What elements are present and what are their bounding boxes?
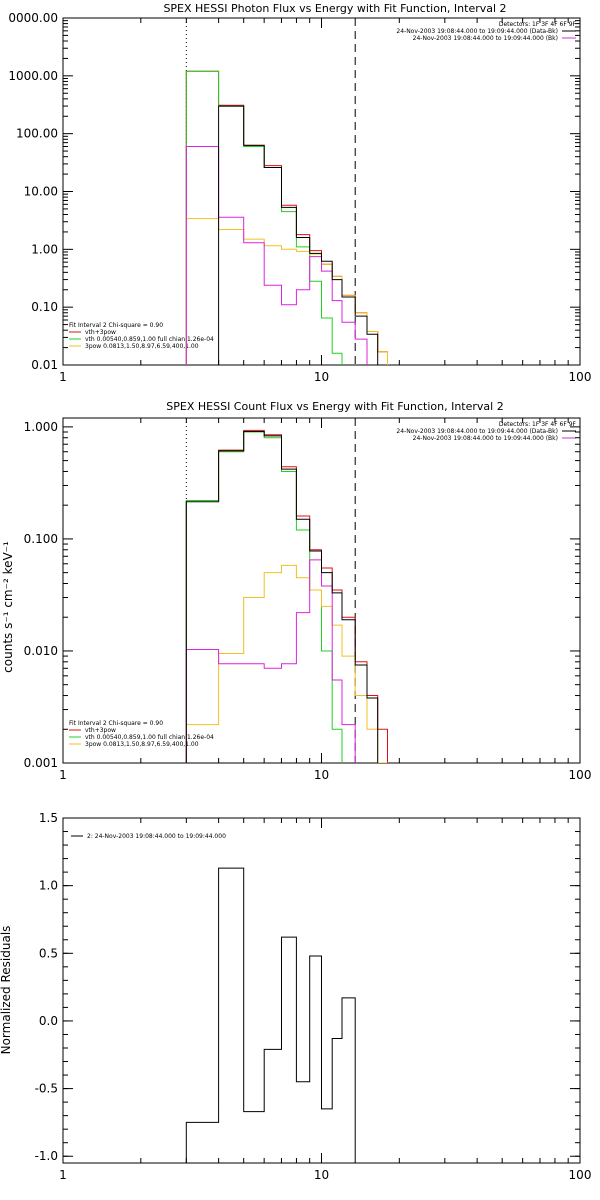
photon-x-tick-label: 100 [569,370,592,384]
count-x-tick-label: 100 [569,768,592,782]
residual-series-0 [185,867,356,1163]
photon-y-tick-label: 100.00 [16,127,58,141]
count-flux-panel: SPEX HESSI Count Flux vs Energy with Fit… [1,400,592,782]
photon-y-tick-label: 1.00 [31,242,58,256]
count-series-0 [185,429,388,763]
residual-x-tick-label: 1 [59,1168,67,1182]
residual-x-tick-label: 100 [569,1168,592,1182]
residual-y-tick-label: 0.5 [39,946,58,960]
photon-legend-entry: vth+3pow [85,329,116,336]
count-series-3 [185,559,388,763]
count-legend-entry: 3pow 0.0813,1.50,8.97,6.59,400,1.00 [85,741,199,748]
count-y-tick-label: 0.010 [24,644,58,658]
photon-series-group [185,70,388,365]
residual-legend-entry: 2: 24-Nov-2003 19:08:44.000 to 19:09:44.… [87,833,226,840]
photon-y-tick-label: 0.01 [31,358,58,372]
residuals-ylabel: Normalized Residuals [0,926,13,1055]
photon-y-tick-label: 10.00 [24,185,58,199]
count-flux-ylabel: counts s⁻¹ cm⁻² keV⁻¹ [1,541,15,673]
photon-flux-legend: Fit Interval 2 Chi-square = 0.90vth+3pow… [69,322,214,350]
count-series-4 [185,431,379,763]
residual-y-tick-label: 0.0 [39,1014,58,1028]
count-y-tick-label: 0.100 [24,532,58,546]
photon-header-line: Detectors: 1F 3F 4F 6F 9F [499,21,577,28]
residual-y-tick-label: 1.5 [39,811,58,825]
photon-flux-title: SPEX HESSI Photon Flux vs Energy with Fi… [163,2,506,15]
count-header-line: 24-Nov-2003 19:08:44.000 to 19:09:44.000… [396,428,558,435]
residuals-legend: 2: 24-Nov-2003 19:08:44.000 to 19:09:44.… [71,833,226,840]
residual-y-tick-label: -1.0 [35,1149,58,1163]
count-x-tick-label: 1 [59,768,67,782]
count-series-1 [185,431,388,763]
photon-legend-entry: vth 0.00540,0.859,1.00 full chian 1.26e-… [85,336,214,343]
photon-legend-entry: 3pow 0.0813,1.50,8.97,6.59,400,1.00 [85,343,199,350]
photon-series-4 [218,105,379,365]
count-flux-legend: Fit Interval 2 Chi-square = 0.90vth+3pow… [69,720,214,748]
residuals-panel: Normalized Residuals 2: 24-Nov-2003 19:0… [0,811,591,1182]
count-x-tick-label: 10 [314,768,329,782]
photon-y-tick-label: 0000.00 [8,11,58,25]
residual-y-tick-label: -0.5 [35,1082,58,1096]
count-header-line: 24-Nov-2003 19:08:44.000 to 19:09:44.000… [413,435,558,442]
photon-y-tick-label: 1000.00 [8,69,58,83]
photon-x-tick-label: 10 [314,370,329,384]
photon-legend-title: Fit Interval 2 Chi-square = 0.90 [69,322,163,329]
residual-series-group [185,867,356,1163]
count-y-tick-label: 0.001 [24,756,58,770]
photon-header-line: 24-Nov-2003 19:08:44.000 to 19:09:44.000… [396,28,558,35]
photon-y-tick-label: 0.10 [31,300,58,314]
residual-y-tick-label: 1.0 [39,879,58,893]
count-legend-entry: vth+3pow [85,727,116,734]
photon-flux-panel: SPEX HESSI Photon Flux vs Energy with Fi… [8,2,591,384]
photon-series-2 [185,218,388,365]
residual-x-tick-label: 10 [314,1168,329,1182]
photon-series-1 [185,70,388,365]
count-y-tick-label: 1.000 [24,420,58,434]
count-legend-title: Fit Interval 2 Chi-square = 0.90 [69,720,163,727]
count-flux-title: SPEX HESSI Count Flux vs Energy with Fit… [166,400,503,413]
count-header-line: Detectors: 1F 3F 4F 6F 9F [499,421,577,428]
count-legend-entry: vth 0.00540,0.859,1.00 full chian 1.26e-… [85,734,214,741]
photon-header-line: 24-Nov-2003 19:08:44.000 to 19:09:44.000… [413,35,558,42]
count-series-group [185,429,388,763]
photon-x-tick-label: 1 [59,370,67,384]
photon-series-3 [185,146,388,365]
